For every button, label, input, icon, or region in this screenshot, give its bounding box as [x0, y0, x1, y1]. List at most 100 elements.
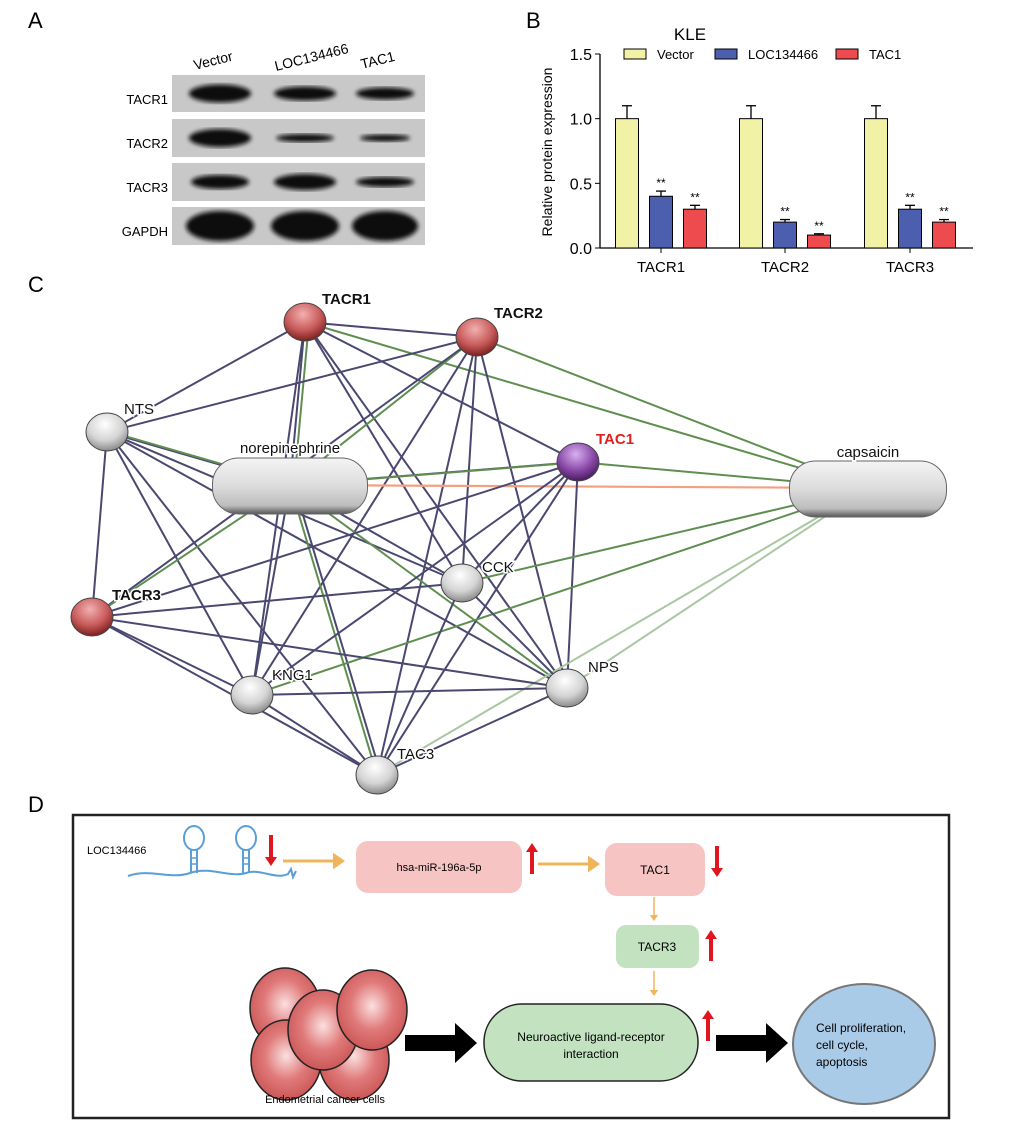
network-diagram: TACR1 TACR2 NTS norepinephrine TAC1 capsaicin… [70, 290, 947, 795]
bar-vector [864, 118, 888, 249]
arrowhead-icon [705, 930, 717, 939]
edge-cck-nps [461, 582, 568, 689]
protein-band [271, 211, 339, 241]
lane-label: Vector [192, 48, 235, 73]
node-tac1 [556, 442, 600, 482]
tacr3-box [616, 925, 699, 968]
outcome-line3: apoptosis [816, 1055, 867, 1069]
tac1-box [605, 843, 705, 896]
node-tacr3 [70, 597, 114, 637]
black-arrow-icon [405, 1023, 477, 1063]
edge-ne-cap [289, 483, 869, 490]
protein-band [191, 175, 249, 189]
bar-vector [739, 118, 763, 249]
pathway-label-line1: Neuroactive ligand-receptor [517, 1030, 664, 1044]
edge-nps-tac3 [376, 687, 568, 776]
edge-tacr3-kng1 [91, 616, 253, 696]
bar-tac1 [807, 234, 831, 249]
y-tick-label: 0.0 [570, 241, 592, 258]
edge-tacr1-nps [304, 321, 568, 689]
edge-tacr2-kng1 [251, 336, 478, 696]
mirna-label: hsa-miR-196a-5p [397, 862, 482, 874]
protein-band [356, 177, 414, 187]
pathway-label-line2: interaction [563, 1047, 618, 1061]
outcome-line1: Cell proliferation, [816, 1021, 906, 1035]
node-nps [545, 668, 589, 708]
edge-tacr2-nts [106, 336, 478, 433]
black-arrow-icon [716, 1023, 788, 1063]
edge-tacr2-nps [476, 336, 568, 689]
edge-tacr1-tacr2 [304, 321, 478, 338]
lane-label: LOC134466 [273, 40, 350, 74]
row-label: TACR2 [126, 136, 168, 151]
arrowhead-icon [649, 990, 659, 996]
node-tac3 [355, 755, 399, 795]
outcome-line2: cell cycle, [816, 1038, 868, 1052]
edge-tacr1-nts [106, 321, 306, 433]
edge-tac1-nps [566, 461, 579, 689]
bar-chart: KLE Relative protein expression Vector LO… [539, 25, 973, 276]
node-label: TAC1 [596, 431, 634, 448]
node-label: TACR3 [112, 587, 161, 604]
significance-label: ** [656, 176, 666, 190]
arrowhead-icon [711, 868, 723, 877]
outcome-ellipse [792, 983, 936, 1105]
edge-cap-nps [566, 487, 869, 689]
edge-kng1-nps [251, 687, 568, 696]
node-tacr2 [455, 317, 499, 357]
y-axis-label: Relative protein expression [539, 68, 555, 237]
node-kng1 [230, 675, 274, 715]
node-label: KNG1 [272, 667, 313, 684]
node-label: TACR2 [494, 305, 543, 322]
edge-cap-kng1 [251, 487, 869, 696]
tacr3-label: TACR3 [638, 940, 677, 954]
bar-vector [615, 118, 639, 249]
node-label: capsaicin [837, 444, 900, 461]
edge-nts-tacr3 [91, 431, 108, 618]
mechanism-diagram: LOC134466 hsa-miR-196a-5p TAC1 TACR3 Neu… [71, 813, 951, 1120]
bar-loc134466 [898, 208, 922, 249]
node-cck [440, 563, 484, 603]
x-tick-label: TACR1 [637, 259, 685, 276]
protein-band [186, 211, 254, 241]
edge-tac1-tacr3 [91, 461, 579, 618]
significance-label: ** [905, 190, 915, 204]
edge-ne-tac3 [293, 484, 382, 776]
edge-kng1-tac3 [251, 694, 378, 776]
rna-hairpin-icon [127, 825, 297, 880]
edge-tacr3-nps [91, 616, 568, 689]
bar-tac1 [683, 208, 707, 249]
protein-band [189, 84, 251, 103]
edge-ne-kng1 [251, 484, 291, 696]
pathway-box [483, 1003, 699, 1082]
significance-label: ** [690, 190, 700, 204]
significance-label: ** [939, 205, 949, 219]
edge-tacr1-cap [304, 321, 869, 489]
cancer-cells-icon [249, 967, 408, 1101]
edge-tacr2-tac3 [376, 336, 478, 776]
protein-band [189, 129, 251, 147]
node-nts [85, 412, 129, 452]
arrowhead-icon [526, 843, 538, 852]
edge-tacr2-cap [476, 336, 869, 489]
significance-label: ** [780, 205, 790, 219]
protein-band [276, 134, 334, 142]
legend-swatch [835, 48, 859, 60]
lncrna-label: LOC134466 [87, 845, 146, 857]
protein-band [356, 87, 414, 100]
tac1-label: TAC1 [640, 863, 670, 877]
node-label: TACR1 [322, 291, 371, 308]
x-tick-label: TACR3 [886, 259, 934, 276]
edge-cck-tac3 [376, 582, 463, 776]
y-tick-label: 0.5 [570, 176, 592, 193]
edge-cck-tacr3 [91, 582, 463, 618]
western-blot-panel: Vector LOC134466 TAC1 TACR1 TACR2 TACR3 … [122, 40, 425, 245]
node-label: NPS [588, 659, 619, 676]
bar-loc134466 [649, 195, 673, 249]
significance-label: ** [814, 219, 824, 233]
node-label: NTS [124, 401, 154, 418]
arrowhead-icon [333, 852, 345, 870]
protein-band [274, 174, 336, 190]
protein-band [274, 86, 336, 101]
